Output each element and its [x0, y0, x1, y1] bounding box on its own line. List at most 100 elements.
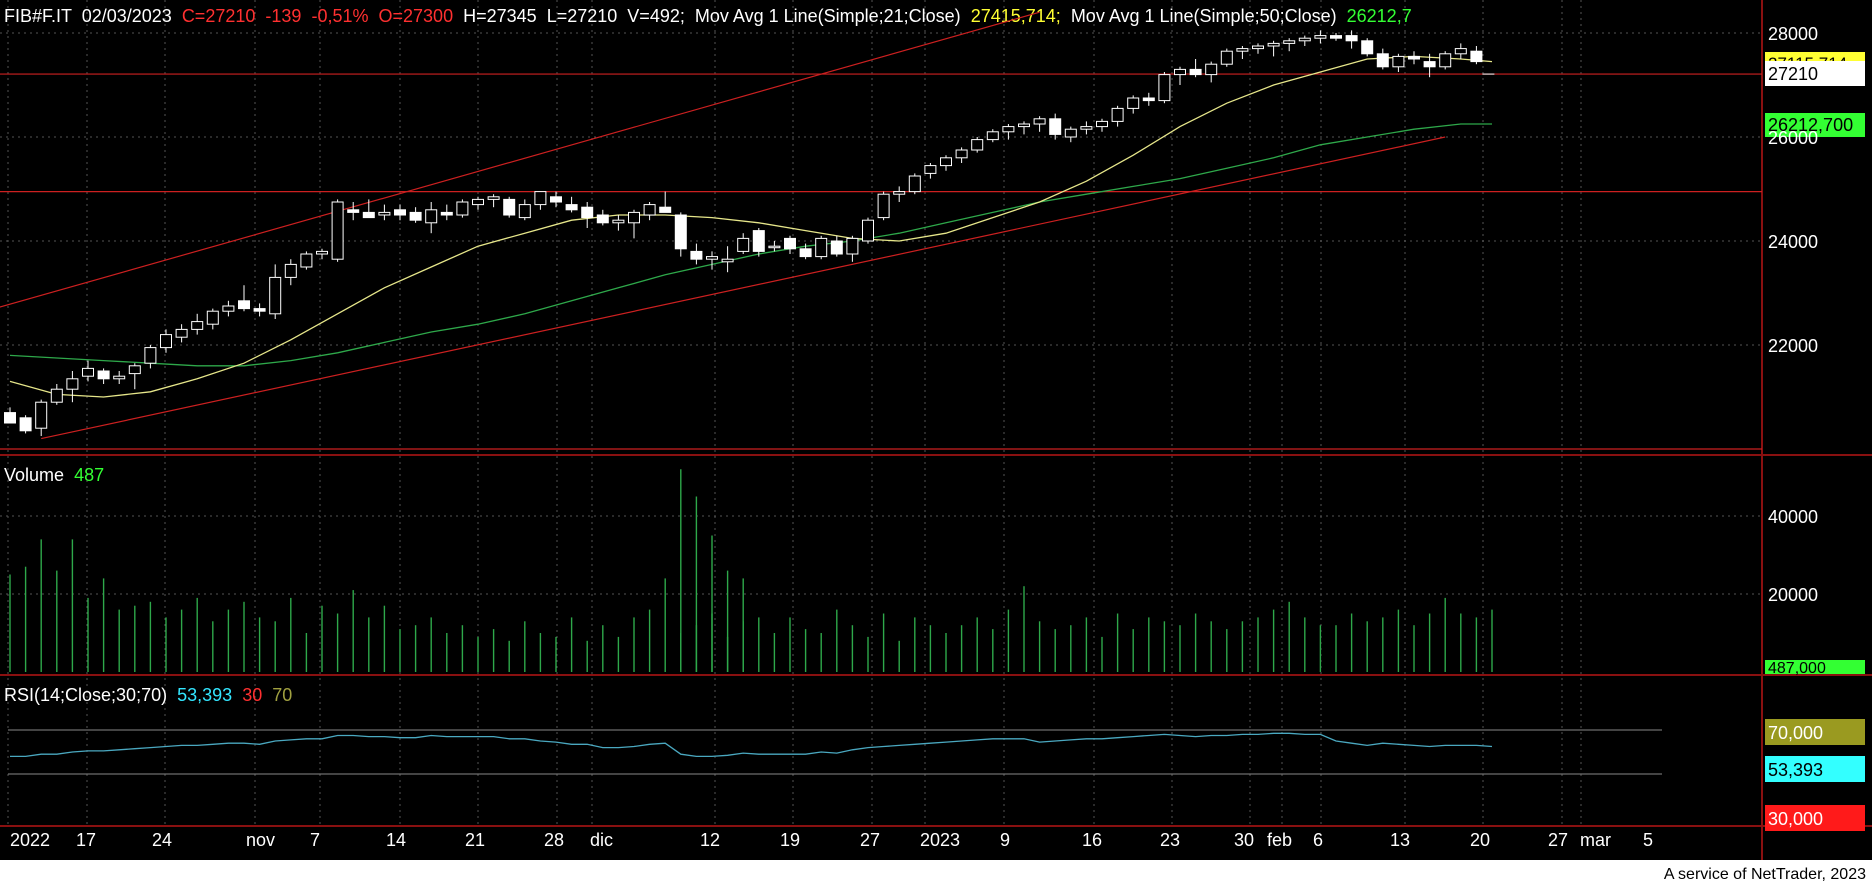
candle-body	[238, 300, 250, 310]
candle-body	[518, 204, 531, 219]
footer-bar	[0, 860, 1872, 888]
candle-body	[206, 310, 219, 325]
x-axis-label: 27	[860, 830, 880, 850]
header-low: L=27210	[547, 6, 618, 26]
header-ma21-label: Mov Avg 1 Line(Simple;21;Close)	[695, 6, 961, 26]
candle-body	[971, 139, 984, 151]
x-axis-label: nov	[246, 830, 275, 850]
x-axis-label: 16	[1082, 830, 1102, 850]
candle-body	[425, 209, 438, 224]
candle-body	[440, 211, 453, 216]
x-axis-label: 2022	[10, 830, 50, 850]
close-badge-text: 27210	[1768, 64, 1818, 84]
candle-body	[82, 367, 94, 377]
x-axis-label: 17	[76, 830, 96, 850]
candle-body	[160, 334, 172, 349]
candle-body	[253, 308, 266, 312]
candle-body	[1314, 35, 1327, 39]
candle-body	[144, 347, 157, 364]
candle-body	[674, 214, 687, 250]
candle-body	[1142, 97, 1155, 102]
header-line: FIB#F.IT 02/03/2023 C=27210 -139 -0,51% …	[4, 6, 1412, 26]
header-change: -139	[265, 6, 301, 26]
candle-body	[846, 237, 859, 255]
x-axis-label: 19	[780, 830, 800, 850]
candle-body	[659, 206, 672, 213]
price-badges: 27115,714 27210 26212,700	[1765, 52, 1865, 137]
candle-body	[456, 201, 469, 216]
candle-body	[316, 250, 328, 255]
trendline	[41, 136, 1446, 440]
candle-body	[612, 219, 625, 224]
candle-body	[1127, 97, 1140, 109]
rsi-high-badge-bg	[1765, 719, 1865, 745]
candle-body	[1439, 53, 1452, 68]
candle-body	[1096, 120, 1108, 128]
candle-body	[409, 211, 422, 221]
rsi-label: RSI(14;Close;30;70)	[4, 685, 167, 705]
candle-body	[1158, 74, 1171, 102]
candle-body	[1018, 123, 1030, 128]
candle-body	[924, 165, 937, 174]
rsi-line	[10, 732, 1493, 758]
footer-credit: A service of NetTrader, 2023	[1663, 866, 1866, 883]
x-axis-label: 28	[544, 830, 564, 850]
price-tick-label: 26000	[1768, 128, 1818, 148]
candle-body	[378, 211, 391, 216]
candle-body	[862, 219, 874, 242]
header-ma50-value: 26212,7	[1347, 6, 1412, 26]
candle-body	[175, 328, 188, 338]
candle-body	[565, 204, 578, 211]
x-axis-label: 9	[1000, 830, 1010, 850]
price-tick-label: 24000	[1768, 232, 1818, 252]
rsi-value: 53,393	[177, 685, 232, 705]
x-axis-label: 21	[465, 830, 485, 850]
candle-body	[503, 198, 516, 216]
ma50-line	[9, 123, 1492, 367]
candle-body	[284, 263, 297, 278]
candle-body	[300, 253, 313, 268]
header-date: 02/03/2023	[82, 6, 172, 26]
x-axis-label: feb	[1267, 830, 1292, 850]
x-axis-label: 2023	[920, 830, 960, 850]
candle-body	[1470, 50, 1483, 63]
x-axis-label: 12	[700, 830, 720, 850]
x-axis-label: 5	[1643, 830, 1653, 850]
candle-body	[4, 412, 16, 424]
trendline	[0, 11, 1040, 308]
x-axis-label: mar	[1580, 830, 1611, 850]
candle-body	[534, 191, 547, 206]
rsi-low-level: 30	[242, 685, 262, 705]
candle-body	[908, 175, 921, 193]
candle-body	[596, 214, 609, 224]
x-axis-label: dic	[590, 830, 613, 850]
candle-body	[815, 237, 828, 258]
rsi-high-level: 70	[272, 685, 292, 705]
candle-body	[113, 375, 126, 380]
candle-body	[191, 321, 204, 330]
volume-badge-text: 487,000	[1768, 660, 1826, 677]
x-axis-label: 13	[1390, 830, 1410, 850]
candle-body	[830, 240, 843, 255]
volume-badge-bg	[1765, 660, 1865, 674]
volume-tick-label: 40000	[1768, 507, 1818, 527]
header-volume: V=492;	[627, 6, 685, 26]
candle-body	[1361, 40, 1374, 55]
header-close: C=27210	[182, 6, 256, 26]
candle-body	[1330, 35, 1342, 39]
header-symbol: FIB#F.IT	[4, 6, 72, 26]
candle-body	[1174, 68, 1186, 76]
candle-body	[1236, 48, 1249, 52]
candle-body	[1283, 40, 1296, 44]
candle-body	[222, 305, 235, 312]
candle-body	[877, 193, 890, 219]
x-axis-label: 23	[1160, 830, 1180, 850]
header-change-pct: -0,51%	[311, 6, 368, 26]
header-high: H=27345	[463, 6, 537, 26]
rsi-high-badge-text: 70,000	[1768, 723, 1823, 743]
candle-body	[50, 388, 63, 403]
candle-body	[581, 206, 594, 219]
x-axis-label: 14	[386, 830, 406, 850]
rsi-value-badge-bg	[1765, 756, 1865, 782]
rsi-header: RSI(14;Close;30;70) 53,393 30 70	[4, 685, 292, 705]
